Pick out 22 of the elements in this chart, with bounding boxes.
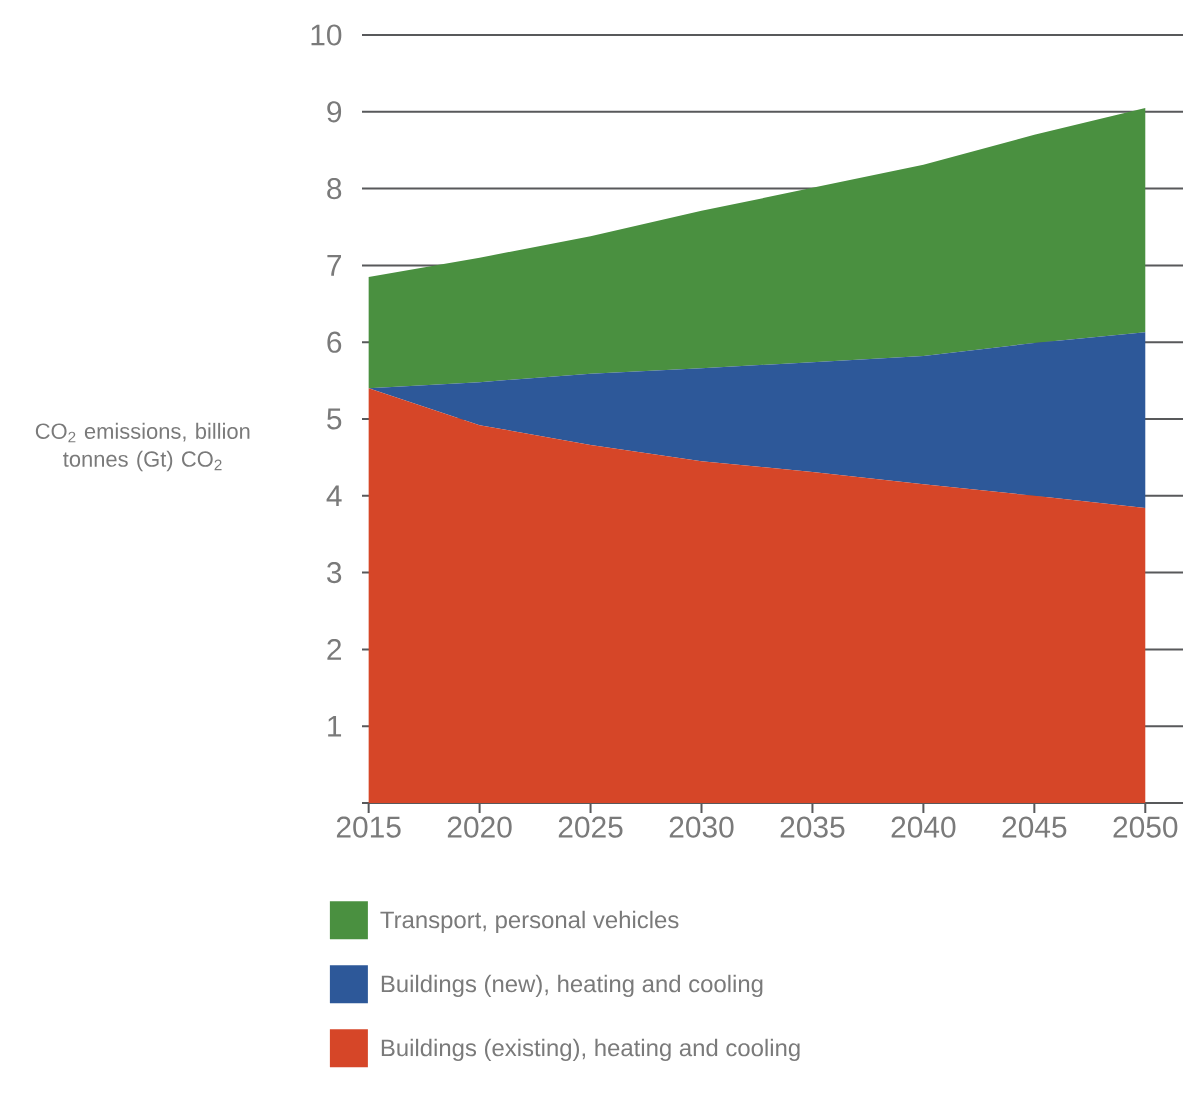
- x-tick-label: 2025: [558, 816, 623, 838]
- y-tick-label: 9: [327, 101, 342, 123]
- y-axis-title: CO$_{2}$ emissions, billion tonnes (Gt) CO$_{2}$: [35, 422, 250, 472]
- legend-label: Transport, personal vehicles: [380, 910, 679, 934]
- x-tick-label: 2030: [669, 816, 734, 838]
- y-tick-label: 8: [327, 178, 342, 200]
- x-tick-label: 2045: [1002, 816, 1067, 838]
- y-tick-label: 10: [311, 24, 342, 46]
- x-tick-label: 2050: [1113, 816, 1178, 838]
- legend-label: Buildings (new), heating and cooling: [381, 974, 763, 998]
- y-tick-label: 2: [327, 638, 342, 660]
- x-tick-label: 2035: [780, 816, 845, 838]
- y-tick-label: 5: [327, 408, 342, 430]
- y-tick-label: 7: [327, 255, 342, 276]
- y-tick-label: 6: [327, 331, 342, 353]
- legend-label: Buildings (existing), heating and cooling: [381, 1038, 800, 1062]
- x-tick-label: 2040: [891, 816, 956, 838]
- y-tick-label: 4: [326, 485, 342, 507]
- x-tick-label: 2020: [447, 816, 512, 838]
- y-tick-label: 3: [327, 562, 342, 584]
- x-tick-label: 2015: [336, 816, 401, 838]
- y-tick-label: 1: [328, 715, 342, 737]
